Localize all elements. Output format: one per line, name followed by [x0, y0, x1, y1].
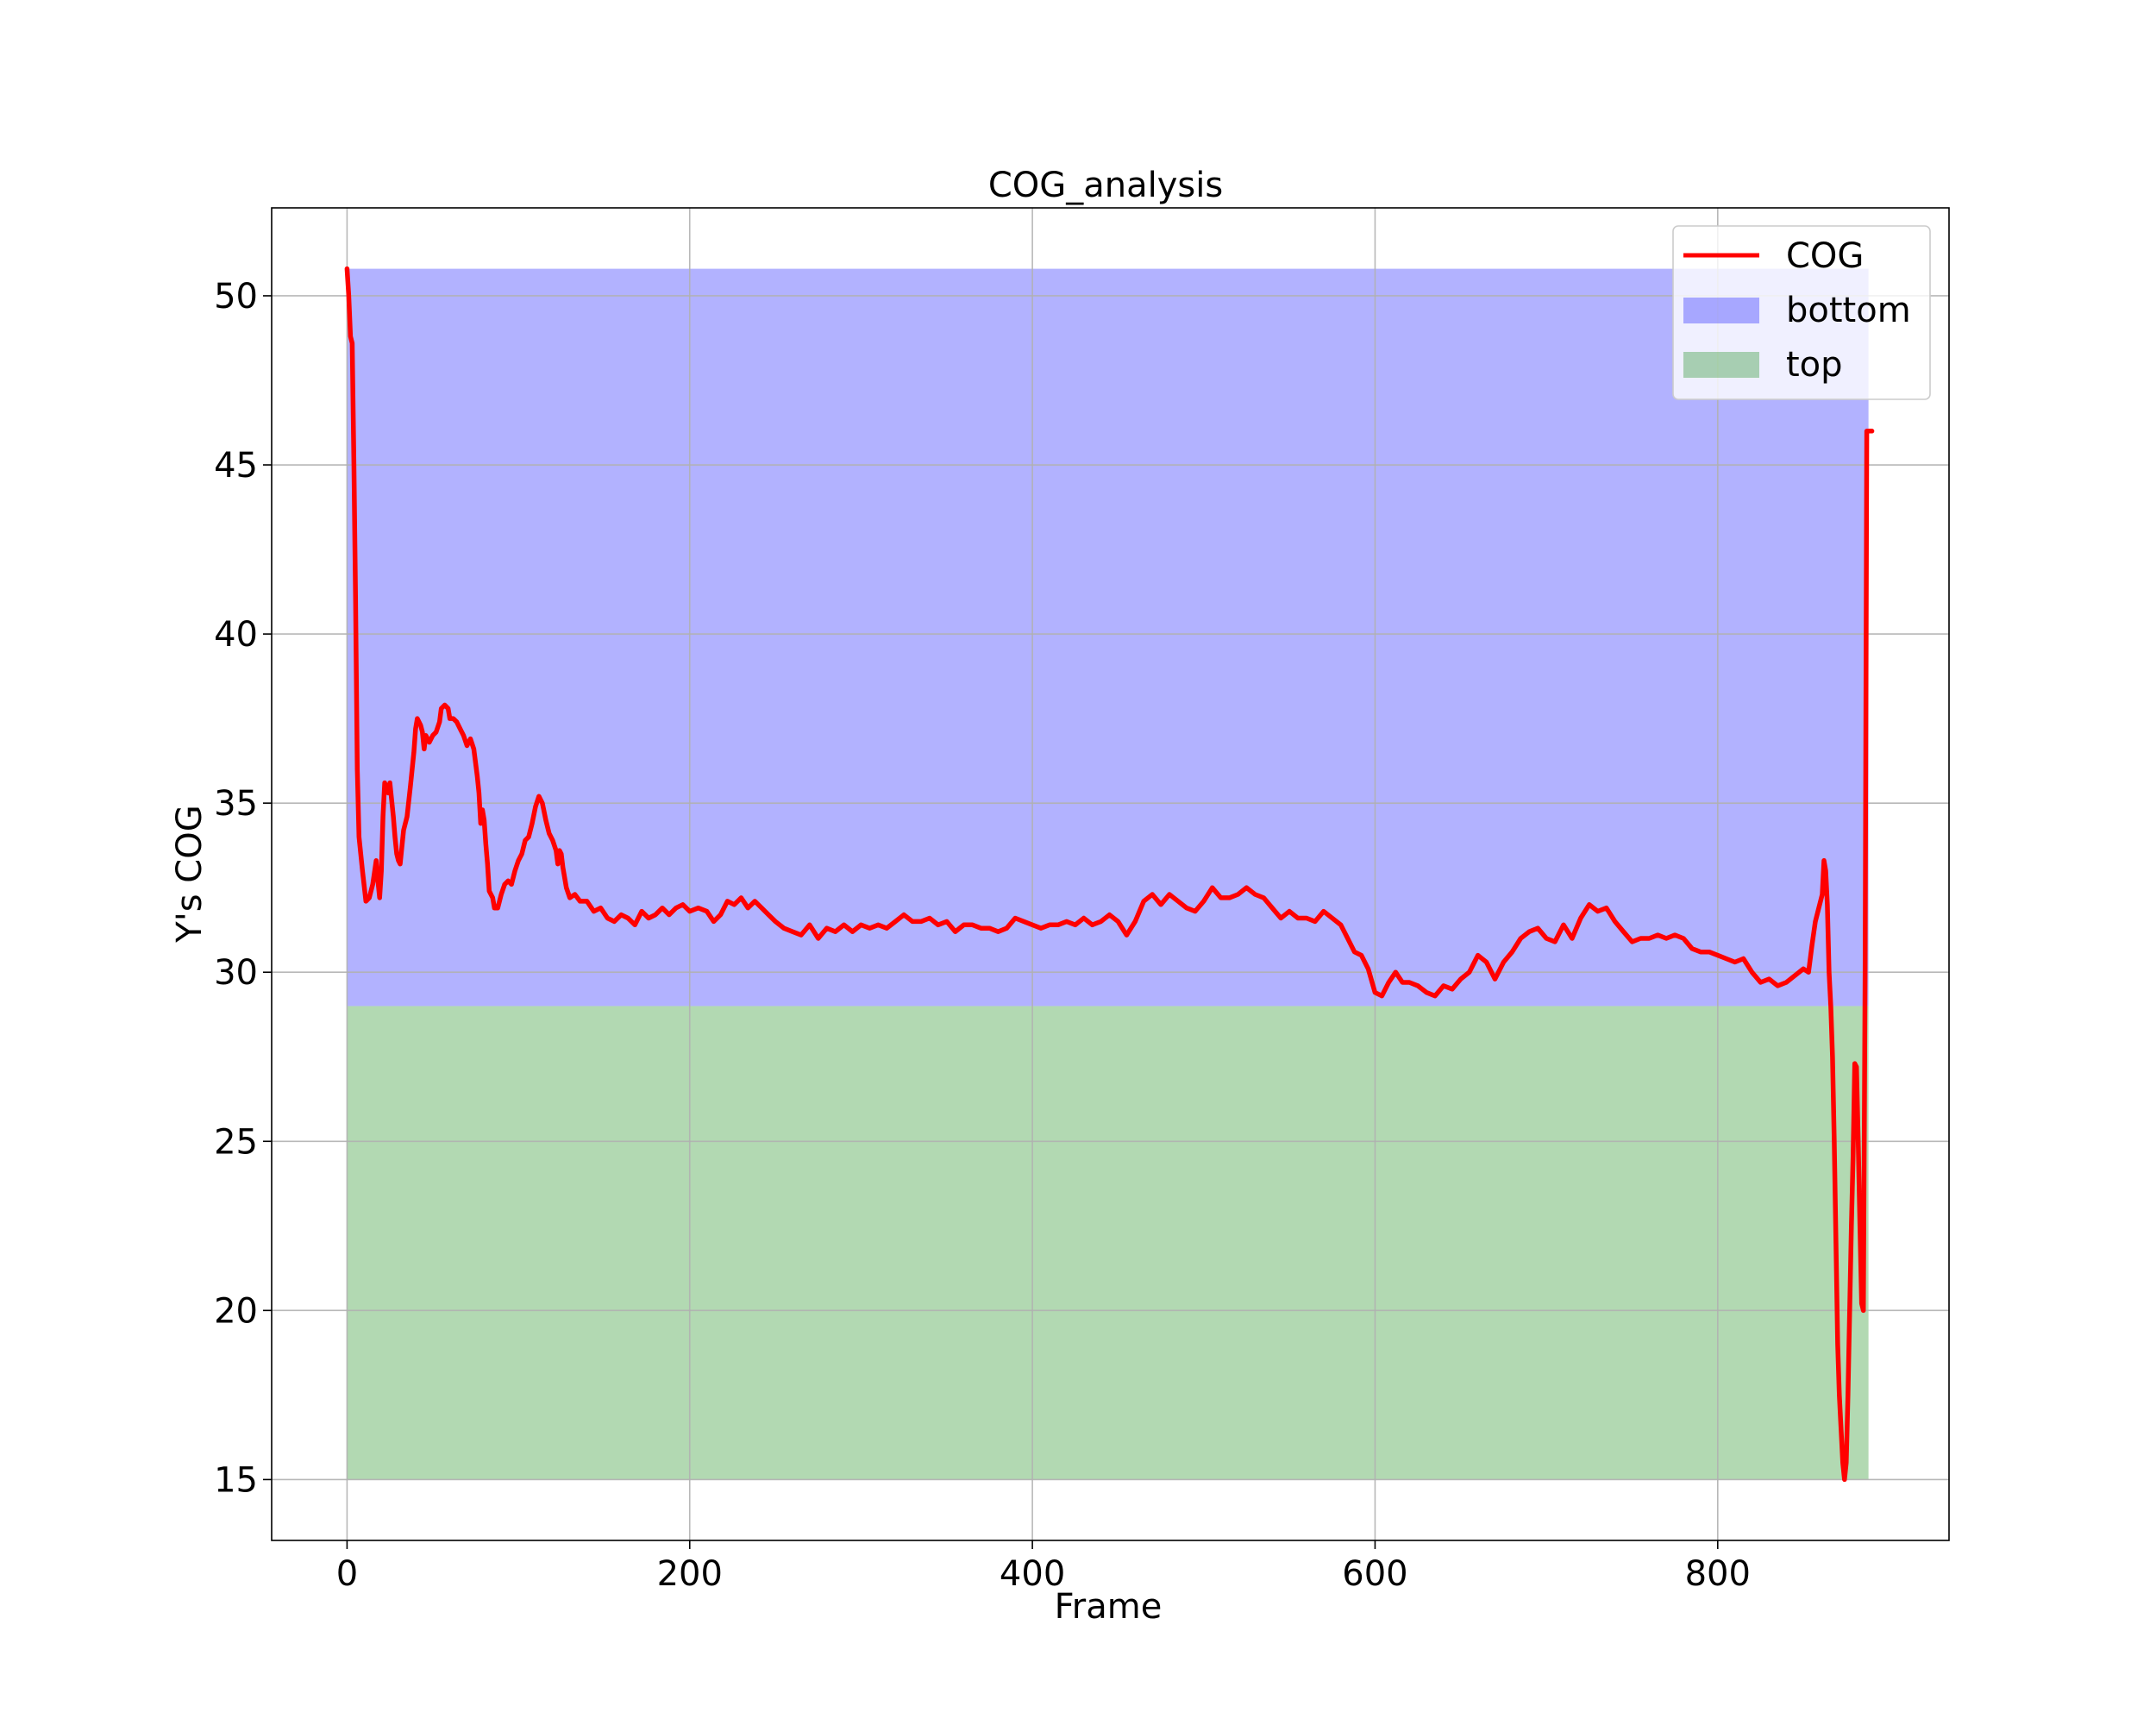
y-axis-title: Y's COG — [170, 805, 210, 943]
x-tick-label: 600 — [1342, 1554, 1407, 1594]
y-axis: 15 20 25 30 35 40 45 50 — [214, 277, 272, 1500]
y-tick-label: 25 — [214, 1122, 258, 1162]
legend-label-bottom: bottom — [1786, 291, 1911, 330]
x-tick-label: 800 — [1685, 1554, 1751, 1594]
legend: COG bottom top — [1672, 225, 1931, 400]
legend-label-top: top — [1786, 345, 1843, 385]
grid-layer — [272, 208, 1949, 1540]
plot-frame — [271, 207, 1950, 1541]
chart-title: COG_analysis — [988, 166, 1223, 205]
band-bottom — [347, 268, 1869, 1007]
x-axis-title: Frame — [1055, 1587, 1163, 1627]
series-line-cog — [344, 266, 1875, 1483]
y-tick-label: 50 — [214, 277, 258, 317]
band-layer — [347, 268, 1869, 1480]
y-tick-label: 15 — [214, 1460, 258, 1500]
legend-label-cog: COG — [1786, 236, 1864, 276]
x-tick-label: 400 — [1000, 1554, 1065, 1594]
legend-box — [1672, 225, 1931, 400]
y-tick-label: 35 — [214, 784, 258, 824]
x-tick-label: 0 — [336, 1554, 358, 1594]
line-layer — [344, 266, 1875, 1483]
y-tick-label: 45 — [214, 446, 258, 486]
y-tick-label: 30 — [214, 953, 258, 993]
band-top — [347, 1006, 1869, 1480]
y-tick-label: 40 — [214, 615, 258, 655]
legend-swatch-bottom — [1683, 298, 1759, 323]
plot-area — [272, 208, 1949, 1540]
legend-swatch-top — [1683, 352, 1759, 378]
y-tick-label: 20 — [214, 1291, 258, 1331]
x-axis: 0 200 400 600 800 — [336, 1540, 1751, 1594]
x-tick-label: 200 — [657, 1554, 723, 1594]
